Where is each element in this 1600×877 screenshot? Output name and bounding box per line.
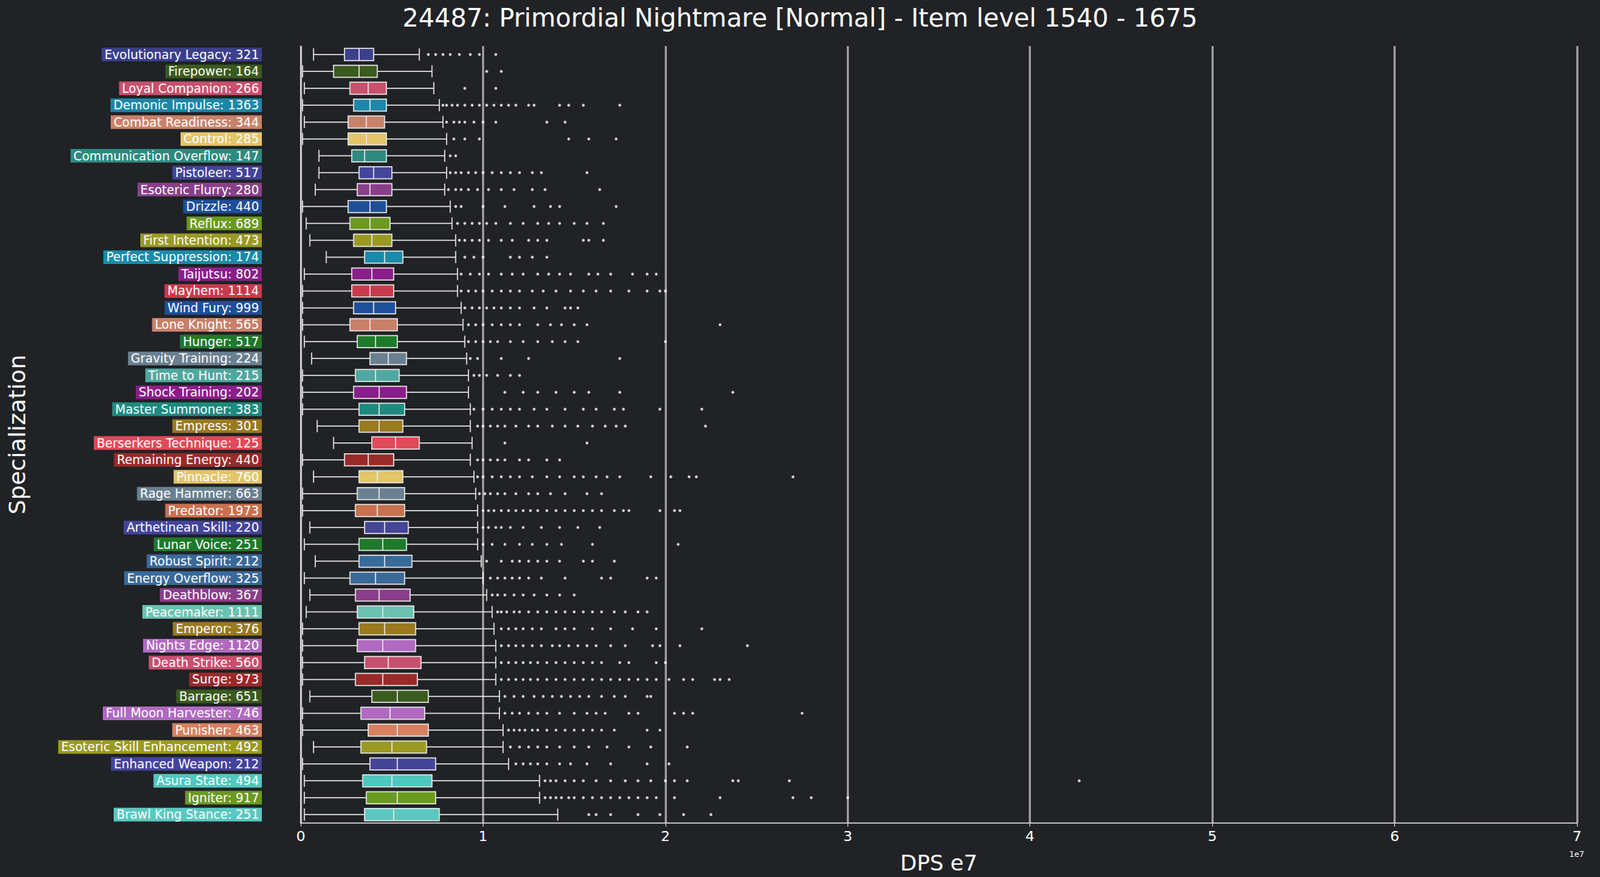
svg-text:DPS e7: DPS e7 <box>900 850 977 876</box>
svg-text:Emperor: 376: Emperor: 376 <box>175 621 259 636</box>
svg-text:Peacemaker: 1111: Peacemaker: 1111 <box>145 605 259 620</box>
svg-text:Robust Spirit: 212: Robust Spirit: 212 <box>149 553 259 569</box>
svg-text:Combat Readiness: 344: Combat Readiness: 344 <box>113 115 259 130</box>
svg-text:Predator: 1973: Predator: 1973 <box>168 503 259 518</box>
svg-text:Hunger: 517: Hunger: 517 <box>182 334 259 349</box>
svg-text:Specialization: Specialization <box>3 354 31 515</box>
svg-text:4: 4 <box>1025 827 1035 845</box>
svg-text:Time to Hunt: 215: Time to Hunt: 215 <box>147 368 259 383</box>
svg-text:Shock Training: 202: Shock Training: 202 <box>138 384 259 400</box>
svg-text:24487: Primordial Nightmare [N: 24487: Primordial Nightmare [Normal] - I… <box>402 3 1198 33</box>
svg-text:Asura State: 494: Asura State: 494 <box>156 773 259 788</box>
svg-text:First Intention: 473: First Intention: 473 <box>143 233 259 248</box>
svg-text:Empress: 301: Empress: 301 <box>175 418 259 434</box>
svg-text:Rage Hammer: 663: Rage Hammer: 663 <box>139 486 259 501</box>
svg-text:Berserkers Technique: 125: Berserkers Technique: 125 <box>96 435 259 451</box>
svg-text:Master Summoner: 383: Master Summoner: 383 <box>115 402 259 417</box>
svg-text:Deathblow: 367: Deathblow: 367 <box>162 587 259 603</box>
svg-text:Evolutionary Legacy: 321: Evolutionary Legacy: 321 <box>104 47 259 62</box>
svg-text:Pinnacle: 760: Pinnacle: 760 <box>176 469 259 485</box>
svg-text:Barrage: 651: Barrage: 651 <box>179 689 259 704</box>
svg-text:Demonic Impulse: 1363: Demonic Impulse: 1363 <box>113 97 259 113</box>
svg-text:Perfect Suppression: 174: Perfect Suppression: 174 <box>106 249 259 265</box>
svg-text:Mayhem: 1114: Mayhem: 1114 <box>167 283 259 298</box>
svg-text:Lone Knight: 565: Lone Knight: 565 <box>154 317 259 332</box>
svg-text:Energy Overflow: 325: Energy Overflow: 325 <box>127 571 259 586</box>
svg-text:Surge: 973: Surge: 973 <box>192 671 259 687</box>
svg-text:Esoteric Flurry: 280: Esoteric Flurry: 280 <box>140 182 259 198</box>
svg-text:3: 3 <box>843 827 853 845</box>
svg-text:Death Strike: 560: Death Strike: 560 <box>151 655 259 670</box>
svg-text:Control: 285: Control: 285 <box>183 131 259 147</box>
svg-text:Taijutsu: 802: Taijutsu: 802 <box>180 266 259 282</box>
svg-text:1e7: 1e7 <box>1569 849 1585 859</box>
svg-text:Reflux: 689: Reflux: 689 <box>189 216 259 231</box>
svg-text:Full Moon Harvester: 746: Full Moon Harvester: 746 <box>105 705 259 721</box>
svg-text:Loyal Companion: 266: Loyal Companion: 266 <box>122 81 259 96</box>
svg-text:Drizzle: 440: Drizzle: 440 <box>186 199 259 214</box>
svg-text:6: 6 <box>1389 827 1400 845</box>
svg-text:Lunar Voice: 251: Lunar Voice: 251 <box>156 537 259 552</box>
svg-text:Brawl King Stance: 251: Brawl King Stance: 251 <box>116 807 259 822</box>
svg-text:7: 7 <box>1572 827 1583 845</box>
svg-text:Enhanced Weapon: 212: Enhanced Weapon: 212 <box>113 756 259 772</box>
svg-text:Wind Fury: 999: Wind Fury: 999 <box>167 300 259 316</box>
svg-text:2: 2 <box>660 827 670 845</box>
svg-text:Communication Overflow: 147: Communication Overflow: 147 <box>73 148 259 164</box>
svg-text:1: 1 <box>478 827 488 845</box>
svg-text:Esoteric Skill Enhancement: 49: Esoteric Skill Enhancement: 492 <box>61 739 259 754</box>
svg-text:0: 0 <box>296 827 306 845</box>
svg-text:Pistoleer: 517: Pistoleer: 517 <box>175 165 259 180</box>
svg-text:Nights Edge: 1120: Nights Edge: 1120 <box>146 638 259 653</box>
svg-text:5: 5 <box>1207 827 1218 845</box>
svg-text:Gravity Training: 224: Gravity Training: 224 <box>130 351 259 366</box>
svg-text:Remaining Energy: 440: Remaining Energy: 440 <box>116 452 259 467</box>
svg-text:Arthetinean Skill: 220: Arthetinean Skill: 220 <box>126 520 259 535</box>
svg-text:Punisher: 463: Punisher: 463 <box>174 723 259 738</box>
svg-text:Firepower: 164: Firepower: 164 <box>168 64 259 79</box>
svg-text:Igniter: 917: Igniter: 917 <box>187 790 259 806</box>
